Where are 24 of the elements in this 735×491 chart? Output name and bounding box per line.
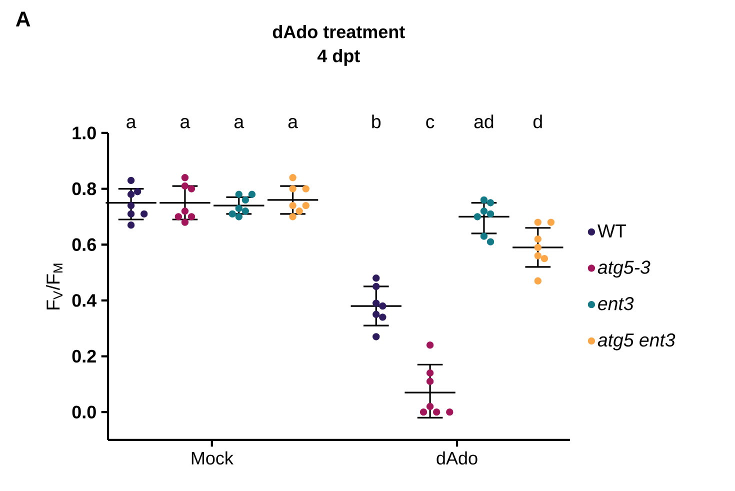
text: c: [426, 118, 434, 128]
text: a: [288, 118, 298, 128]
text: a: [180, 118, 190, 128]
text: d: [533, 114, 542, 128]
text: a: [126, 118, 136, 128]
y-tick-label: 1.0: [72, 126, 96, 140]
legend-label: atg5 ent3: [598, 333, 676, 350]
legend-label: ent3: [598, 297, 634, 310]
y-tick-label: 0.8: [72, 182, 96, 196]
x-tick-label: dAdo: [436, 451, 478, 465]
y-tick-label: 0.2: [72, 350, 96, 363]
y-tick-label: 0.4: [72, 294, 97, 307]
y-tick-label: 0.6: [72, 238, 96, 251]
text: A: [16, 12, 30, 26]
text: a: [234, 118, 244, 128]
chart-title: dAdo treatment: [272, 25, 405, 38]
x-tick-label: Mock: [192, 451, 234, 465]
legend-label: WT: [598, 224, 626, 238]
text: b: [372, 114, 381, 128]
y-tick-label: 0.0: [72, 406, 96, 418]
legend-label: atg5-3: [598, 260, 650, 278]
y-axis-title: F$_{V}$/F$_{M}$: [46, 264, 62, 310]
text: ad: [474, 114, 494, 128]
chart-subtitle: 4 dpt: [317, 49, 360, 66]
